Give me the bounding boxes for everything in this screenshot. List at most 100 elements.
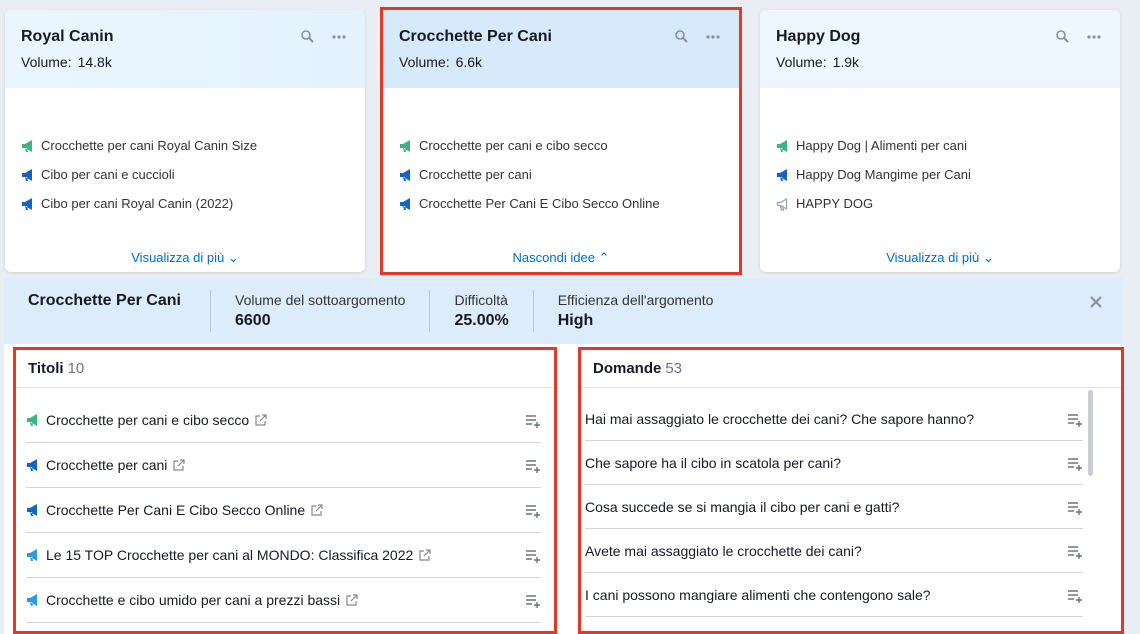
- scrollbar[interactable]: [1088, 390, 1093, 476]
- question-row[interactable]: Cosa succede se si mangia il cibo per ca…: [585, 485, 1083, 529]
- card-tools[interactable]: [301, 30, 353, 44]
- question-row[interactable]: I cani possono mangiare alimenti che con…: [585, 573, 1083, 617]
- title-text: Crocchette per cani e cibo secco: [46, 412, 250, 428]
- card-title: Royal Canin: [21, 28, 114, 45]
- idea-text: HAPPY DOG: [796, 196, 874, 211]
- stat-value: High: [557, 312, 594, 329]
- question-row[interactable]: Hai mai assaggiato le crocchette dei can…: [585, 397, 1083, 441]
- panel-count: 53: [665, 360, 683, 377]
- card-title: Happy Dog: [776, 28, 861, 45]
- icon: [1067, 545, 1083, 559]
- idea-list: Happy Dog | Alimenti per cani Happy Dog …: [776, 131, 1110, 218]
- title-row[interactable]: Le 15 TOP Crocchette per cani al MONDO: …: [26, 533, 541, 578]
- volume-value: 14.8k: [77, 54, 112, 70]
- titles-panel: Titoli 10 Crocchette per cani e cibo secc…: [13, 347, 557, 634]
- card-tools[interactable]: [675, 30, 727, 44]
- icon: [399, 197, 413, 211]
- toggle-link[interactable]: Nascondi idee ⌃: [512, 250, 610, 265]
- toggle-text: Visualizza di più: [131, 250, 225, 265]
- question-row[interactable]: Avete mai assaggiato le crocchette dei c…: [585, 529, 1083, 573]
- icon: [776, 197, 790, 211]
- panel-heading: Domande: [593, 360, 662, 377]
- idea: Happy Dog Mangime per Cani: [776, 160, 1110, 189]
- card-header: Crocchette Per Cani Volume: 6.6k: [383, 10, 739, 88]
- detail-title: Crocchette Per Cani: [28, 292, 181, 309]
- volume-value: 1.9k: [832, 54, 860, 70]
- idea-text: Happy Dog Mangime per Cani: [796, 167, 971, 182]
- idea-text: Cibo per cani Royal Canin (2022): [41, 196, 234, 211]
- volume-value: 6.6k: [455, 54, 483, 70]
- icon: [1067, 413, 1083, 427]
- icon: [26, 503, 40, 517]
- idea: Crocchette per cani Royal Canin Size: [21, 131, 355, 160]
- stat-label: Volume del sottoargomento: [235, 292, 406, 308]
- icon: [525, 549, 541, 563]
- question-text: Avete mai assaggiato le crocchette dei c…: [585, 542, 862, 559]
- card-header: Royal Canin Volume: 14.8k: [5, 10, 365, 88]
- idea-text: Crocchette Per Cani E Cibo Secco Online: [419, 196, 660, 211]
- toggle-link[interactable]: Visualizza di più ⌄: [131, 250, 239, 265]
- idea: Cibo per cani e cuccioli: [21, 160, 355, 189]
- toggle-link[interactable]: Visualizza di più ⌄: [886, 250, 994, 265]
- idea: Crocchette Per Cani E Cibo Secco Online: [399, 189, 729, 218]
- idea-text: Cibo per cani e cuccioli: [41, 167, 175, 182]
- close-button[interactable]: [1090, 296, 1102, 308]
- icon: [525, 459, 541, 473]
- title-row[interactable]: Crocchette per cani e cibo secco: [26, 398, 541, 443]
- stat-label: Difficoltà: [454, 292, 508, 308]
- card-title: Crocchette Per Cani: [399, 28, 552, 45]
- icon: [26, 413, 40, 427]
- volume-label: Volume:: [776, 54, 827, 70]
- question-row[interactable]: Che sapore ha il cibo in scatola per can…: [585, 441, 1083, 485]
- title-row[interactable]: Crocchette Per Cani E Cibo Secco Online: [26, 488, 541, 533]
- icon: [776, 168, 790, 182]
- icon: [1067, 457, 1083, 471]
- stat-label: Efficienza dell'argomento: [557, 292, 714, 308]
- card-header: Happy Dog Volume: 1.9k: [760, 10, 1120, 88]
- questions-panel: Domande 53 Hai mai assaggiato le crocchet…: [578, 347, 1124, 634]
- idea-text: Crocchette per cani Royal Canin Size: [41, 138, 258, 153]
- stat: Difficoltà 25.00%: [429, 290, 532, 332]
- title-text: Crocchette Per Cani E Cibo Secco Online: [46, 502, 306, 518]
- icon: [346, 594, 358, 606]
- icon: [173, 459, 185, 471]
- title-text: Le 15 TOP Crocchette per cani al MONDO: …: [46, 547, 414, 563]
- title-row[interactable]: Crocchette per cani: [26, 443, 541, 488]
- panel-count: 10: [67, 360, 85, 377]
- title-row[interactable]: Crocchette e cibo umido per cani a prezz…: [26, 578, 541, 623]
- question-text: Cosa succede se si mangia il cibo per ca…: [585, 498, 900, 515]
- icon: [311, 504, 323, 516]
- panel-header: Domande 53: [581, 350, 1121, 388]
- card-volume: Volume: 1.9k: [776, 54, 1104, 70]
- idea-text: Crocchette per cani: [419, 167, 532, 182]
- idea: Cibo per cani Royal Canin (2022): [21, 189, 355, 218]
- icon: [21, 168, 35, 182]
- topic-card[interactable]: Happy Dog Volume: 1.9k Happy Dog | Alimen…: [760, 10, 1120, 272]
- toggle-text: Visualizza di più: [886, 250, 980, 265]
- icon: [399, 139, 413, 153]
- icon: [255, 414, 267, 426]
- idea: Happy Dog | Alimenti per cani: [776, 131, 1110, 160]
- icon: [399, 168, 413, 182]
- icon: [26, 548, 40, 562]
- icon: [26, 593, 40, 607]
- stat: Efficienza dell'argomento High: [532, 290, 738, 332]
- idea: HAPPY DOG: [776, 189, 1110, 218]
- stat: Volume del sottoargomento 6600: [210, 290, 429, 332]
- card-tools[interactable]: [1056, 30, 1108, 44]
- icon: [525, 594, 541, 608]
- topic-card[interactable]: Royal Canin Volume: 14.8k Crocchette per …: [5, 10, 365, 272]
- icon: [776, 139, 790, 153]
- icon: [525, 504, 541, 518]
- idea: Crocchette per cani: [399, 160, 729, 189]
- stat-value: 6600: [235, 312, 271, 329]
- panel-heading: Titoli: [28, 360, 64, 377]
- idea-list: Crocchette per cani e cibo secco Crocche…: [399, 131, 729, 218]
- title-text: Crocchette e cibo umido per cani a prezz…: [46, 592, 341, 608]
- topic-card[interactable]: Crocchette Per Cani Volume: 6.6k Crocchet…: [380, 7, 742, 275]
- card-volume: Volume: 6.6k: [399, 54, 723, 70]
- icon: [21, 139, 35, 153]
- idea-list: Crocchette per cani Royal Canin Size Cib…: [21, 131, 355, 218]
- icon: [1067, 501, 1083, 515]
- question-text: Che sapore ha il cibo in scatola per can…: [585, 454, 842, 471]
